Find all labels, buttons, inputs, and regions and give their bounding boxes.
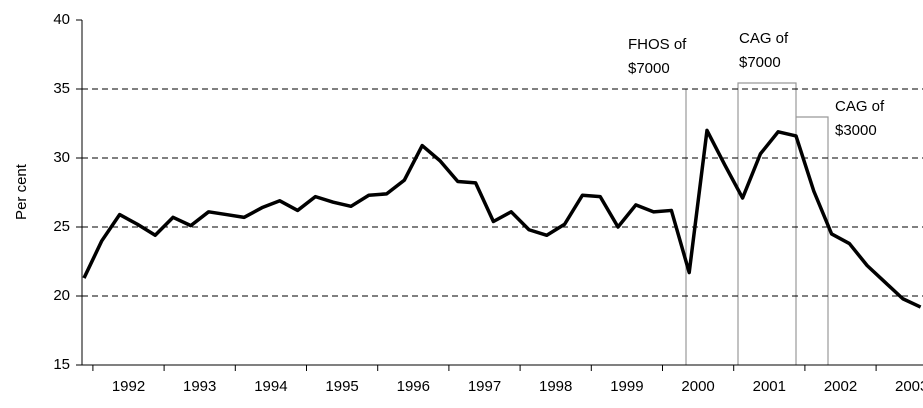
x-tick-label: 1994 xyxy=(254,378,287,395)
x-tick-label: 1995 xyxy=(325,378,358,395)
x-tick-label: 1999 xyxy=(610,378,643,395)
y-tick-label: 35 xyxy=(53,80,70,97)
y-tick-label: 20 xyxy=(53,287,70,304)
annotation: $7000 xyxy=(628,60,670,77)
annotation-lines xyxy=(685,82,829,365)
y-tick-label: 40 xyxy=(53,11,70,28)
x-tick-label: 1993 xyxy=(183,378,216,395)
x-tick-label: 2002 xyxy=(824,378,857,395)
y-tick-label: 25 xyxy=(53,218,70,235)
annotation-box xyxy=(737,82,797,365)
x-tick-label: 1997 xyxy=(468,378,501,395)
x-tick-label: 1998 xyxy=(539,378,572,395)
x-tick-label: 1996 xyxy=(397,378,430,395)
annotation: $3000 xyxy=(835,122,877,139)
annotation: CAG of xyxy=(739,30,789,47)
x-tick-label: 2001 xyxy=(753,378,786,395)
x-tick-label: 2003 xyxy=(895,378,923,395)
y-tick-label: 30 xyxy=(53,149,70,166)
y-axis-label: Per cent xyxy=(13,163,30,220)
y-tick-label: 15 xyxy=(53,356,70,373)
x-tick-label: 2000 xyxy=(681,378,714,395)
annotation: CAG of xyxy=(835,98,885,115)
x-tick-label: 1992 xyxy=(112,378,145,395)
annotation-box xyxy=(796,116,829,365)
annotation: $7000 xyxy=(739,54,781,71)
line xyxy=(82,128,922,309)
annotation: FHOS of xyxy=(628,36,687,53)
